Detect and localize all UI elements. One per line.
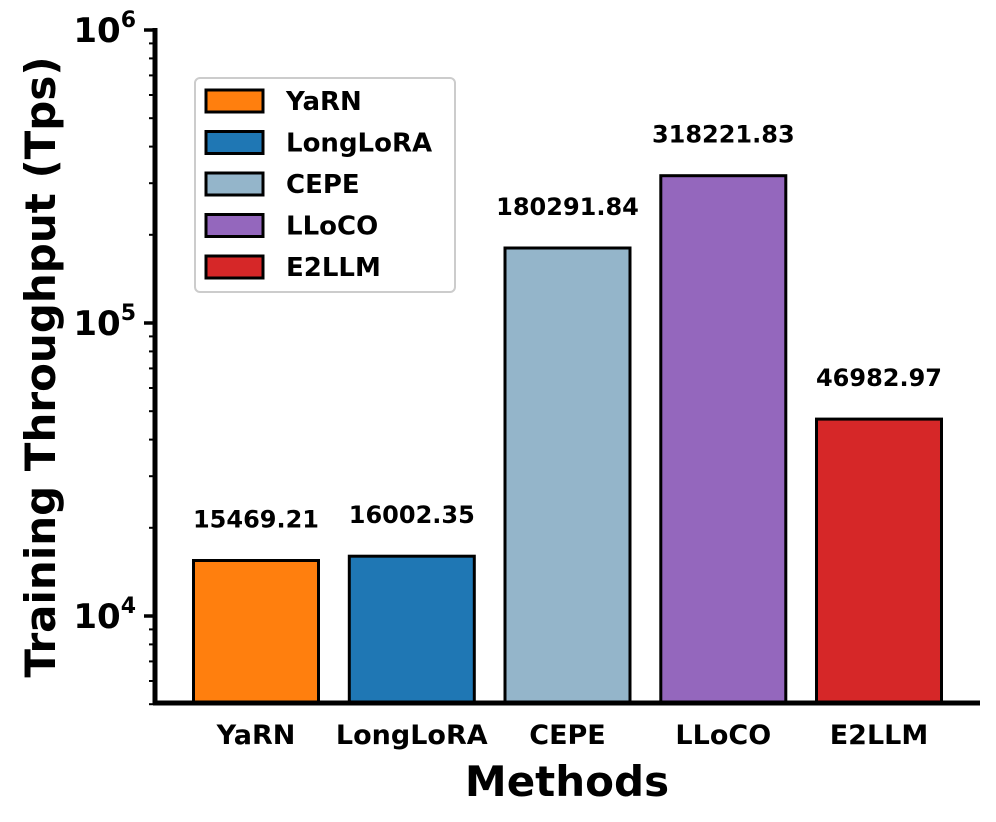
legend-label-longlora: LongLoRA	[286, 129, 432, 159]
legend-item-lloco[interactable]: LLoCO	[204, 212, 378, 242]
bar-longlora[interactable]	[347, 554, 476, 705]
value-label-lloco: 318221.83	[652, 121, 795, 149]
y-tick-label-10e4: 104	[73, 594, 136, 637]
y-tick-label-10e5: 105	[73, 301, 136, 344]
legend-item-cepe[interactable]: CEPE	[204, 170, 360, 200]
value-labels-layer: 15469.21 16002.35 180291.84 318221.83 46982.…	[193, 121, 942, 534]
value-label-yarn: 15469.21	[193, 506, 319, 534]
legend-swatch-cepe	[204, 171, 265, 197]
value-label-longlora: 16002.35	[349, 501, 475, 529]
value-label-e2llm: 46982.97	[816, 364, 942, 392]
value-label-cepe: 180291.84	[496, 193, 639, 221]
legend-item-longlora[interactable]: LongLoRA	[204, 129, 432, 159]
legend-label-cepe: CEPE	[286, 170, 360, 200]
legend[interactable]: YaRN LongLoRA CEPE LLoCO E2LLM	[194, 77, 456, 293]
x-axis-label: Methods	[465, 757, 669, 806]
legend-label-lloco: LLoCO	[286, 212, 378, 242]
x-tick-label-cepe: CEPE	[529, 720, 606, 751]
x-tick-label-lloco: LLoCO	[675, 720, 771, 751]
ticks-layer: 104 105 106	[73, 8, 155, 706]
bar-yarn[interactable]	[192, 559, 320, 705]
x-tick-label-yarn: YaRN	[216, 720, 296, 751]
x-tick-labels: YaRN LongLoRA CEPE LLoCO E2LLM	[216, 720, 929, 751]
bars-layer	[192, 174, 943, 705]
bar-lloco[interactable]	[659, 174, 788, 705]
y-axis-label: Training Throughput (Tps)	[16, 56, 65, 677]
bar-e2llm[interactable]	[815, 417, 943, 705]
legend-label-yarn: YaRN	[285, 87, 362, 117]
axes-layer	[152, 28, 980, 706]
legend-swatch-longlora	[204, 130, 265, 155]
x-tick-label-longlora: LongLoRA	[336, 720, 488, 751]
bar-cepe[interactable]	[503, 246, 632, 705]
legend-swatch-yarn	[204, 88, 265, 114]
y-tick-label-10e6: 106	[73, 8, 136, 51]
legend-item-e2llm[interactable]: E2LLM	[204, 253, 381, 283]
legend-label-e2llm: E2LLM	[286, 253, 381, 283]
x-tick-label-e2llm: E2LLM	[830, 720, 929, 751]
legend-item-yarn[interactable]: YaRN	[204, 87, 362, 117]
legend-swatch-lloco	[204, 213, 265, 238]
legend-swatch-e2llm	[204, 254, 265, 280]
